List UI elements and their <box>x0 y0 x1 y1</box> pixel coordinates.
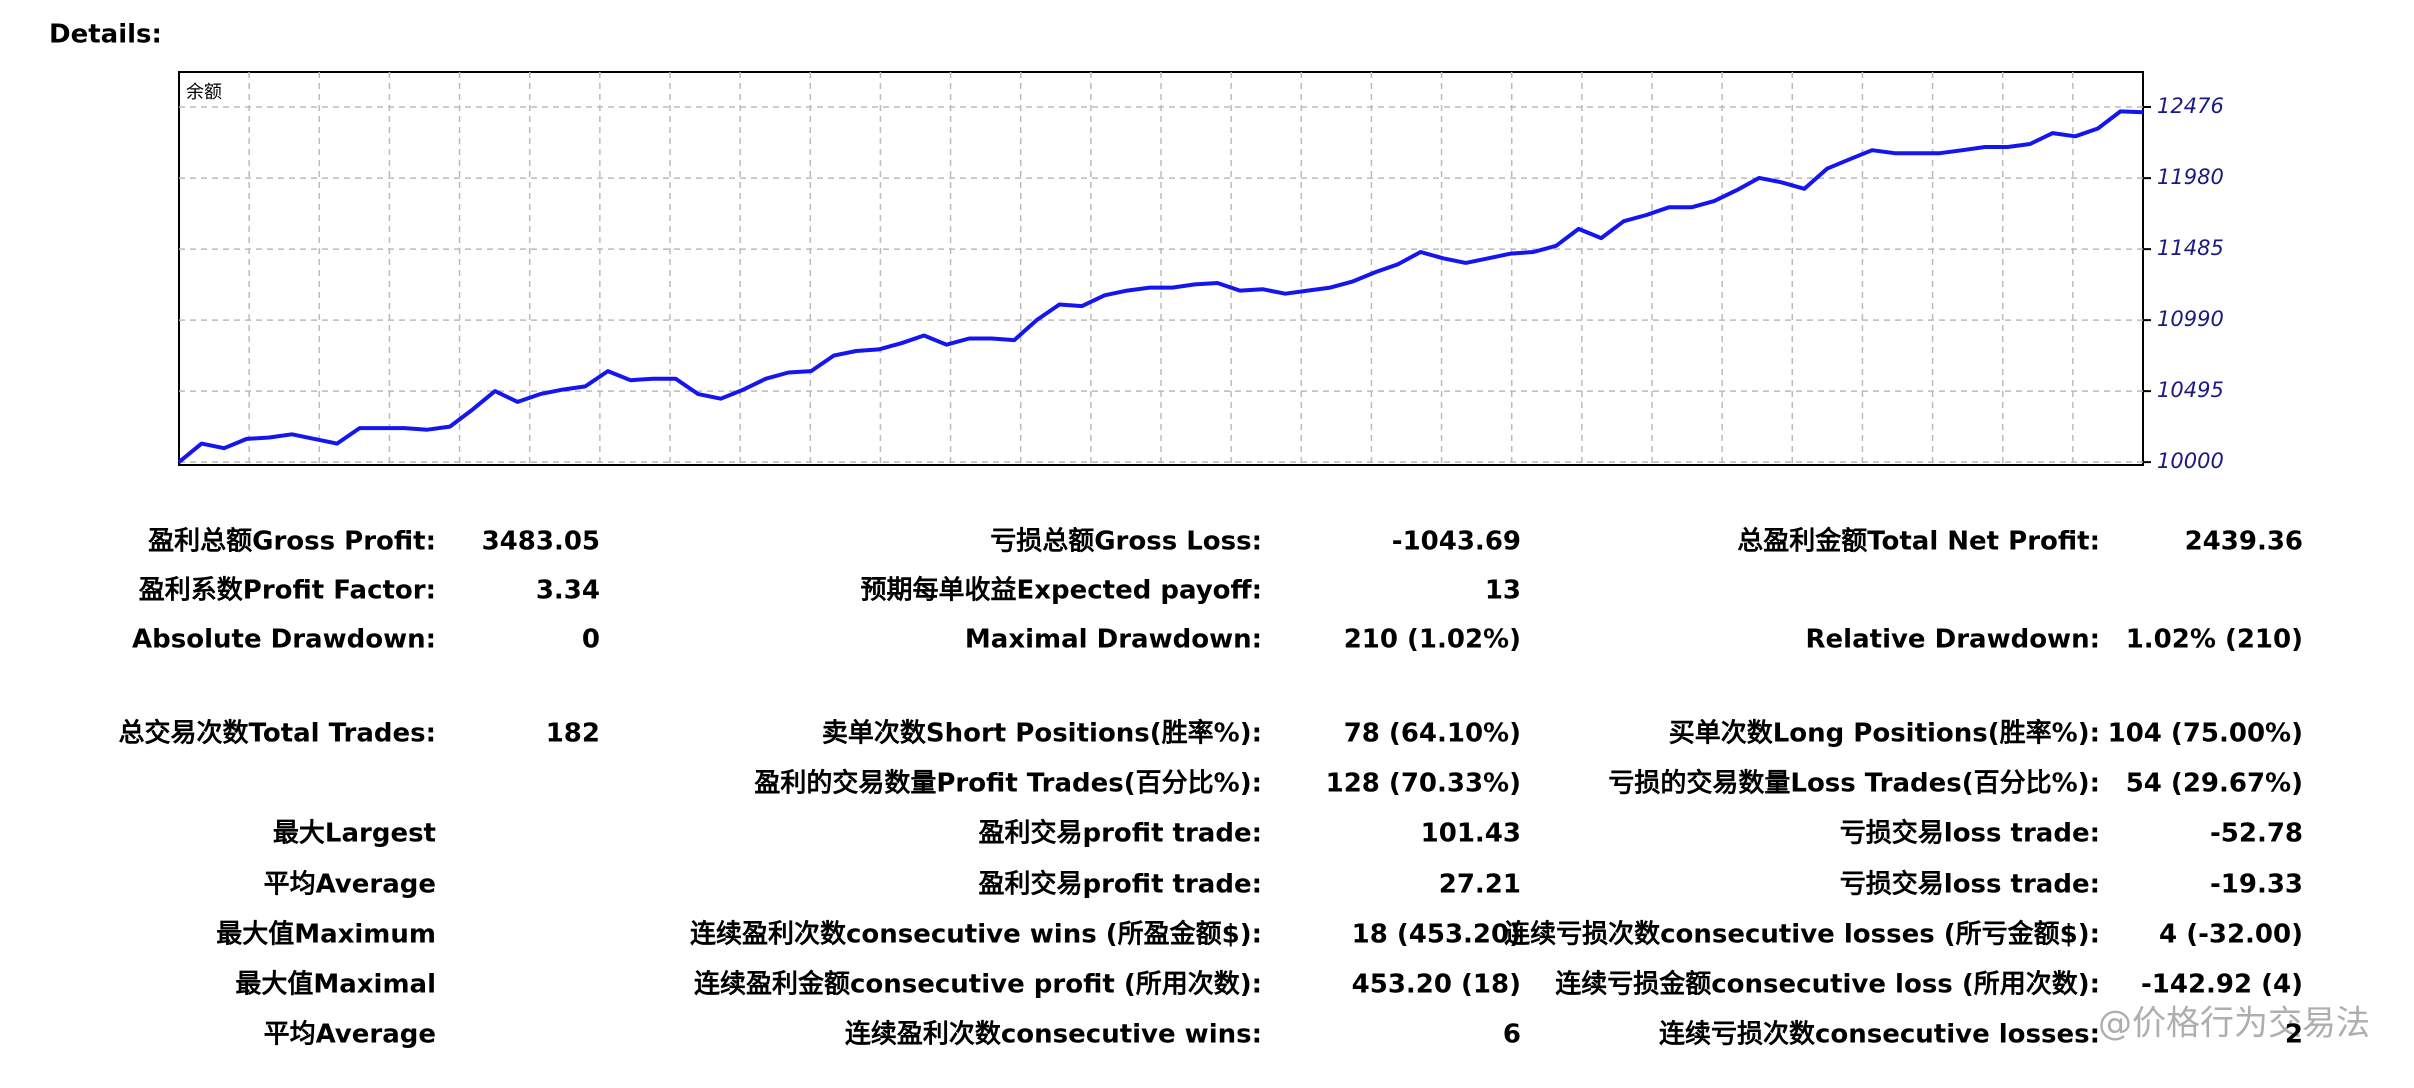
value: -142.92 (4) <box>2141 970 2303 1000</box>
label: 连续亏损次数consecutive losses: <box>1659 1019 2100 1050</box>
value: 4 (-32.00) <box>2159 920 2303 950</box>
watermark: @价格行为交易法 <box>2098 1004 2370 1044</box>
value: 210 (1.02%) <box>1344 625 1521 655</box>
label: 盈利总额Gross Profit: <box>147 527 436 557</box>
label: 连续盈利次数consecutive wins: <box>845 1019 1262 1050</box>
label: 亏损交易loss trade: <box>1840 869 2100 900</box>
label: Maximal Drawdown: <box>965 625 1262 655</box>
label: 卖单次数Short Positions(胜率%): <box>822 718 1262 749</box>
label: Absolute Drawdown: <box>132 625 436 655</box>
value: 128 (70.33%) <box>1326 769 1521 799</box>
value: -52.78 <box>2210 819 2303 849</box>
label: 连续盈利金额consecutive profit (所用次数): <box>694 969 1262 1000</box>
label: 盈利交易profit trade: <box>978 818 1263 849</box>
heading: Details: <box>49 20 162 50</box>
value: 104 (75.00%) <box>2108 719 2303 749</box>
label: 预期每单收益Expected payoff: <box>860 575 1262 606</box>
label: 连续亏损金额consecutive loss (所用次数): <box>1555 969 2100 1000</box>
label: 最大值Maximum <box>216 920 436 950</box>
label: 亏损交易loss trade: <box>1840 818 2100 849</box>
label: 买单次数Long Positions(胜率%): <box>1669 718 2100 749</box>
label: 盈利交易profit trade: <box>978 869 1263 900</box>
value: 2 <box>2285 1020 2303 1050</box>
plot-frame <box>178 71 2144 466</box>
label: 连续盈利次数consecutive wins (所盈金额$): <box>690 919 1262 950</box>
chart-label: 余额 <box>186 82 222 103</box>
y-tick-label: 10495 <box>2157 378 2224 402</box>
value: 0 <box>582 625 600 655</box>
value: 453.20 (18) <box>1352 970 1521 1000</box>
label: 最大Largest <box>273 819 436 849</box>
value: 54 (29.67%) <box>2126 769 2303 799</box>
value: 1.02% (210) <box>2126 625 2303 655</box>
label: Relative Drawdown: <box>1806 625 2100 655</box>
label: 平均Average <box>264 1020 436 1050</box>
label: 平均Average <box>264 870 436 900</box>
value: 2439.36 <box>2185 527 2303 557</box>
value: 3483.05 <box>482 527 600 557</box>
y-tick-label: 11485 <box>2157 236 2224 260</box>
label: 盈利系数Profit Factor: <box>138 576 436 606</box>
label: 连续亏损次数consecutive losses (所亏金额$): <box>1504 919 2100 950</box>
value: -19.33 <box>2210 870 2303 900</box>
label: 亏损总额Gross Loss: <box>990 527 1262 557</box>
value: 6 <box>1503 1020 1521 1050</box>
value: 27.21 <box>1439 870 1521 900</box>
value: 78 (64.10%) <box>1344 719 1521 749</box>
value: 13 <box>1485 576 1521 606</box>
value: -1043.69 <box>1392 527 1521 557</box>
label: 总交易次数Total Trades: <box>119 718 436 749</box>
y-tick-label: 11980 <box>2157 165 2224 189</box>
label: 最大值Maximal <box>235 970 436 1000</box>
y-tick-label: 12476 <box>2157 94 2224 118</box>
value: 182 <box>546 719 600 749</box>
label: 亏损的交易数量Loss Trades(百分比%): <box>1608 768 2100 799</box>
y-tick-label: 10990 <box>2157 307 2224 331</box>
label: 盈利的交易数量Profit Trades(百分比%): <box>753 768 1262 799</box>
value: 3.34 <box>536 576 600 606</box>
value: 18 (453.20) <box>1352 920 1521 950</box>
label: 总盈利金额Total Net Profit: <box>1737 526 2100 557</box>
value: 101.43 <box>1421 819 1521 849</box>
balance-line <box>177 109 2144 464</box>
y-tick-label: 10000 <box>2157 449 2224 473</box>
